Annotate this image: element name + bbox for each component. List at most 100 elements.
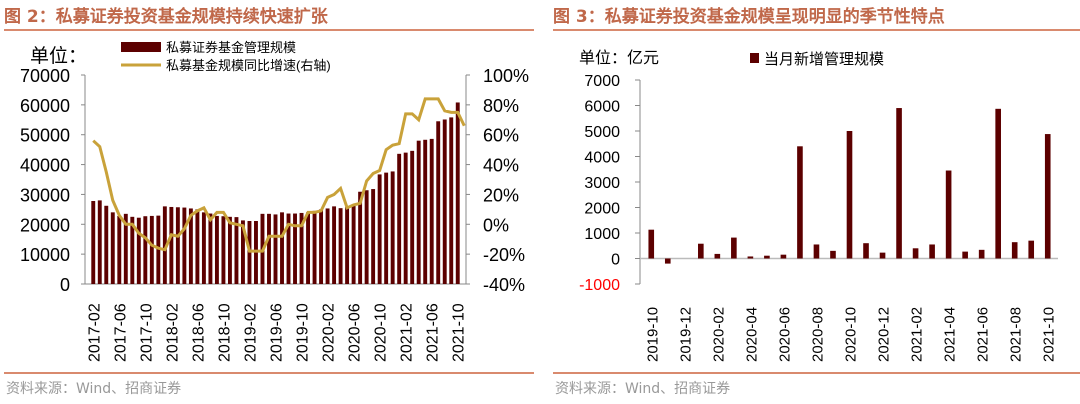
y-tick-label: 5000 <box>584 124 620 141</box>
y-tick-label: 70000 <box>20 66 70 86</box>
bar <box>338 208 343 284</box>
bar <box>306 212 310 284</box>
bar <box>1011 242 1018 259</box>
x-tick-label: 2018-06 <box>190 303 207 362</box>
bar <box>241 220 245 284</box>
x-tick-label: 2021-06 <box>425 303 442 362</box>
y-tick-label: 20000 <box>20 215 70 235</box>
bar <box>449 117 454 284</box>
bar <box>149 215 154 284</box>
bar <box>117 215 122 284</box>
x-tick-label: 2021-10 <box>1041 307 1058 362</box>
left-bottom-rule <box>4 372 534 374</box>
y-tick-label: 7000 <box>584 73 620 90</box>
unit-label: 单位：亿元 <box>579 49 659 67</box>
bar <box>731 237 737 259</box>
y-tick-label: 0 <box>611 252 620 269</box>
bar <box>1028 240 1035 259</box>
bar <box>995 108 1001 259</box>
bar <box>286 213 291 284</box>
y-tick-label: -1000 <box>579 277 620 294</box>
y-tick-label: 6000 <box>584 99 620 116</box>
bar <box>195 209 200 284</box>
bar <box>879 252 886 259</box>
right-chart-title: 图 3：私募证券投资基金规模呈现明显的季节性特点 <box>553 7 945 27</box>
bar <box>698 243 704 259</box>
bar <box>201 212 206 284</box>
bar <box>442 119 447 284</box>
y2-tick-label: 80% <box>483 96 519 116</box>
bar <box>130 216 135 284</box>
bar <box>91 200 96 284</box>
x-tick-label: 2019-10 <box>295 303 312 362</box>
y-tick-label: 3000 <box>584 175 620 192</box>
bar <box>267 213 271 284</box>
y2-tick-label: 60% <box>483 126 519 146</box>
bar <box>714 253 721 259</box>
bar <box>390 171 395 284</box>
x-tick-label: 2020-06 <box>347 303 364 362</box>
bar <box>455 102 460 285</box>
x-tick-label: 2020-08 <box>809 307 826 362</box>
x-tick-label: 2018-10 <box>216 303 233 362</box>
x-tick-label: 2017-10 <box>138 303 155 362</box>
x-tick-label: 2021-02 <box>909 307 926 362</box>
bar <box>648 229 655 259</box>
bar <box>416 140 421 284</box>
legend-bar-label: 私募证券基金管理规模 <box>166 40 296 55</box>
bar <box>912 248 919 259</box>
left-title-rule <box>4 29 534 31</box>
bar <box>364 190 369 284</box>
bar <box>797 146 803 259</box>
right-bottom-rule <box>553 372 1080 374</box>
bar <box>273 214 278 284</box>
x-tick-label: 2021-06 <box>975 307 992 362</box>
x-tick-label: 2017-02 <box>86 303 103 362</box>
x-tick-label: 2020-02 <box>710 307 727 362</box>
bar <box>945 170 952 259</box>
bar <box>846 131 853 259</box>
bar <box>962 251 968 259</box>
y-tick-label: 4000 <box>584 150 620 167</box>
bar <box>978 249 985 259</box>
x-tick-label: 2018-02 <box>164 303 181 362</box>
y-tick-label: 1000 <box>584 226 620 243</box>
bar <box>863 243 869 259</box>
x-tick-label: 2021-04 <box>942 307 959 362</box>
x-tick-label: 2019-10 <box>644 307 661 362</box>
y-tick-label: 50000 <box>20 126 70 146</box>
y-tick-label: 30000 <box>20 185 70 205</box>
bar <box>214 215 219 284</box>
bar <box>299 212 304 284</box>
legend-swatch <box>750 53 759 63</box>
y-tick-label: 2000 <box>584 201 620 218</box>
bar <box>423 139 428 284</box>
bar <box>664 258 671 264</box>
bar <box>929 244 935 259</box>
bar <box>156 215 161 284</box>
bar <box>351 204 356 284</box>
bar <box>97 200 102 284</box>
bar <box>358 191 363 284</box>
bar <box>221 216 226 284</box>
legend-label: 当月新增管理规模 <box>764 51 884 68</box>
bar <box>169 206 174 284</box>
bar <box>764 255 770 259</box>
y2-tick-label: 20% <box>483 185 519 205</box>
bar <box>371 189 376 284</box>
y-tick-label: 0 <box>60 275 70 295</box>
bar <box>896 108 902 259</box>
bar <box>123 213 128 284</box>
right-source: 资料来源：Wind、招商证券 <box>555 381 731 397</box>
bar <box>280 212 284 284</box>
bar <box>293 213 297 284</box>
bar <box>747 256 754 259</box>
bar <box>175 207 180 284</box>
legend-line-label: 私募基金规模同比增速(右轴) <box>166 58 331 73</box>
y2-tick-label: 0% <box>483 215 509 235</box>
bar <box>813 244 820 259</box>
x-tick-label: 2021-10 <box>451 303 468 362</box>
x-tick-label: 2021-02 <box>399 303 416 362</box>
x-tick-label: 2017-06 <box>112 303 129 362</box>
